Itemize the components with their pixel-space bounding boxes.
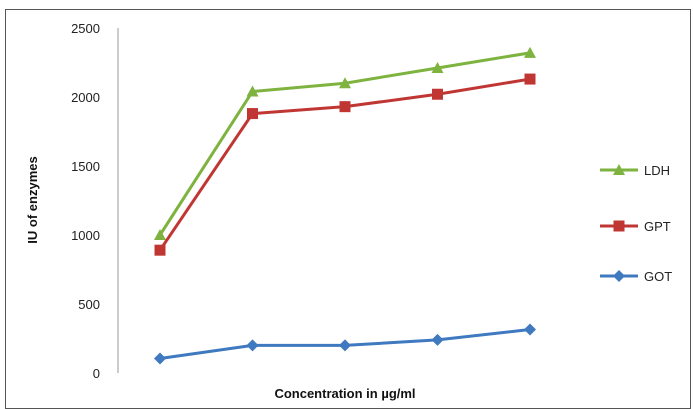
x-axis-title: Concentration in µg/ml	[274, 386, 415, 401]
y-tick-label: 1500	[71, 159, 100, 174]
y-tick-label: 2000	[71, 90, 100, 105]
legend-item-got: GOT	[600, 269, 672, 284]
data-point-gpt	[247, 108, 258, 120]
y-axis-title: IU of enzymes	[25, 156, 40, 243]
data-point-ldh	[154, 229, 166, 240]
series-ldh	[154, 46, 536, 240]
data-point-gpt	[524, 73, 536, 85]
data-point-gpt	[154, 244, 166, 256]
y-tick-label: 0	[93, 366, 100, 381]
data-point-ldh	[524, 46, 536, 58]
legend-marker-ldh	[613, 164, 625, 175]
legend: LDH GPT GOT	[600, 163, 672, 284]
y-axis-ticks: 0 500 1000 1500 2000 2500	[71, 21, 100, 381]
legend-item-gpt: GPT	[600, 219, 671, 234]
series-gpt	[154, 73, 536, 256]
data-point-ldh	[339, 77, 351, 89]
data-point-got	[339, 339, 351, 352]
legend-item-ldh: LDH	[600, 163, 670, 178]
series-layer	[154, 46, 536, 365]
legend-label-got: GOT	[644, 269, 672, 284]
data-point-got	[154, 352, 166, 365]
y-tick-label: 2500	[71, 21, 100, 36]
data-point-got	[246, 339, 259, 352]
data-point-got	[431, 333, 444, 346]
chart-frame	[5, 9, 691, 409]
y-tick-label: 500	[78, 297, 100, 312]
series-got	[154, 323, 536, 365]
data-point-ldh	[431, 62, 444, 74]
legend-label-ldh: LDH	[644, 163, 670, 178]
data-point-got	[524, 323, 536, 336]
legend-marker-got	[613, 270, 625, 282]
data-point-gpt	[339, 101, 351, 113]
y-tick-label: 1000	[71, 228, 100, 243]
legend-label-gpt: GPT	[644, 219, 671, 234]
data-point-ldh	[246, 85, 259, 97]
data-point-gpt	[432, 88, 443, 100]
legend-marker-gpt	[613, 220, 625, 232]
